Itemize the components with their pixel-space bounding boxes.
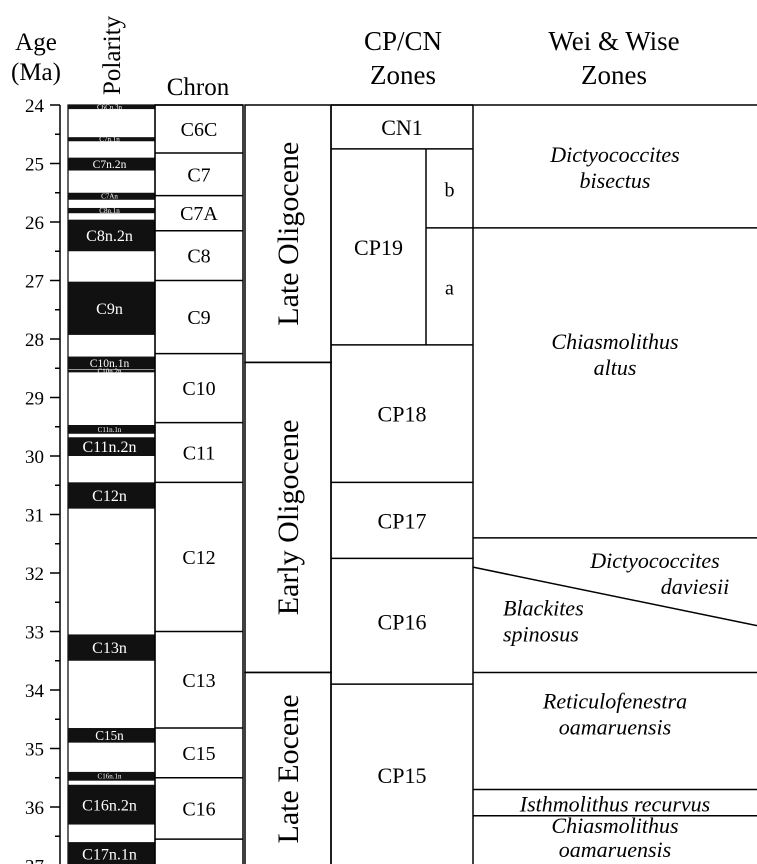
chron-label: C11 [183,442,216,464]
cp-zone-label: CP15 [378,763,427,788]
age-tick-label: 30 [25,447,44,468]
cp-zones-column: CN1 CP19 b a CP18 CP17 CP16 CP15 [330,104,474,864]
chron-label: C6C [181,119,218,141]
chron-label: C7 [187,164,210,186]
polarity-normal-band [68,482,155,509]
ww-zone-name: Chiasmolithus [551,329,678,354]
age-tick-label: 34 [25,681,45,702]
polarity-label: C17n.1n [82,846,137,863]
polarity-label: C7n.2n [93,158,127,171]
chron-label: C10 [182,378,215,400]
cp-zone-label: CP18 [378,402,427,427]
polarity-label: C16n.1n [98,773,122,781]
polarity-normal-band [68,424,155,434]
cp-zone-label: CP19 [354,235,403,260]
polarity-normal-band [68,784,155,825]
age-tick-label: 37 [25,857,44,864]
polarity-normal-band [68,634,155,661]
age-axis: 24 25 26 27 28 29 30 31 32 33 34 35 36 37 [25,96,61,864]
chron-label: C12 [182,547,215,569]
age-tick-label: 25 [25,155,44,176]
chron-label: C15 [182,743,215,765]
ww-zone-name: oamaruensis [559,837,671,862]
polarity-normal-band [68,192,155,200]
ww-zone-name: bisectus [580,168,651,193]
polarity-label: C16n.2n [82,797,137,814]
cp-zone-label: CP16 [378,609,427,634]
cp-zones-header-line1: CP/CN [364,26,442,56]
polarity-normal-band [68,281,155,335]
cp-zones-header-line2: Zones [370,60,436,90]
ww-zone-name: Isthmolithus recurvus [519,791,710,816]
ww-zones-header-line1: Wei & Wise [548,26,679,56]
polarity-normal-band [68,356,155,370]
polarity-header: Polarity [99,15,126,95]
age-tick-label: 36 [25,798,44,819]
chron-label: C16 [182,798,215,820]
chron-header: Chron [167,74,230,101]
polarity-label: C11n.1n [98,426,122,434]
ww-zone-name: Chiasmolithus [551,813,678,838]
cp-zone-label: CN1 [381,115,423,140]
cp-zone-label: CP17 [378,508,427,533]
epoch-label: Early Oligocene [272,420,305,616]
epoch-column: Late Oligocene Early Oligocene Late Eocene [244,104,332,864]
cp-zone-label: a [445,277,454,299]
age-tick-label: 28 [25,330,44,351]
polarity-label: C9n [96,301,123,318]
polarity-normal-band [68,219,155,252]
ww-diagonal-boundary [472,566,757,627]
polarity-column: C6Cn.3n C7n.1n C7n.2n C7An C8n.1n C8n.2n C9n C1… [67,103,156,864]
epoch-label: Late Oligocene [272,142,305,326]
polarity-label: C7An [101,193,118,201]
age-tick-label: 35 [25,740,44,761]
polarity-label: C8n.1n [99,207,120,215]
chron-label: C9 [187,307,210,329]
polarity-normal-band [68,207,155,214]
polarity-label: C13n [92,640,127,657]
chron-column: C6C C7 C7A C8 C9 C10 C11 C12 C13 C15 C16 [154,104,244,864]
ww-zone-name: altus [594,355,637,380]
chron-label: C8 [187,246,210,268]
cp-zone-label: b [445,179,455,201]
polarity-label: C11n.2n [82,439,136,456]
epoch-label: Late Eocene [272,694,305,843]
ww-zone-name: Blackites [503,596,584,621]
polarity-label: C10n.2n [98,368,122,376]
age-header-line2: (Ma) [11,59,61,86]
age-tick-label: 24 [25,96,45,117]
ww-zone-name: Dictyococcites [549,142,680,167]
ww-zone-name: Dictyococcites [589,548,720,573]
age-tick-label: 26 [25,213,44,234]
polarity-normal-band [68,137,155,142]
age-header-line1: Age [15,29,57,56]
polarity-normal-band [68,105,155,110]
age-tick-label: 33 [25,623,44,644]
age-tick-label: 31 [25,506,44,527]
polarity-normal-band [68,157,155,171]
polarity-normal-band [68,370,155,373]
ww-zones-header-line2: Zones [581,60,647,90]
polarity-normal-band [68,437,155,456]
polarity-normal-band [68,771,155,781]
polarity-label: C15n [95,728,124,743]
chron-label: C13 [182,670,215,692]
age-tick-label: 27 [25,272,44,293]
age-tick-label: 32 [25,564,44,585]
polarity-label: C8n.2n [86,228,133,245]
ww-zone-name: oamaruensis [559,714,671,739]
ww-zone-name: Reticulofenestra [542,688,687,713]
age-tick-label: 29 [25,389,44,410]
ww-zone-name: spinosus [503,622,579,647]
chron-label: C7A [180,203,218,225]
wei-wise-zones-column: DictyococcitesbisectusChiasmolithusaltus… [472,104,757,862]
polarity-normal-band [68,728,155,743]
polarity-label: C6Cn.3n [97,103,123,111]
polarity-label: C7n.1n [99,136,120,144]
polarity-label: C10n.1n [90,357,130,370]
polarity-normal-band [68,842,155,864]
polarity-label: C12n [92,488,127,505]
ww-zone-name: daviesii [661,574,729,599]
